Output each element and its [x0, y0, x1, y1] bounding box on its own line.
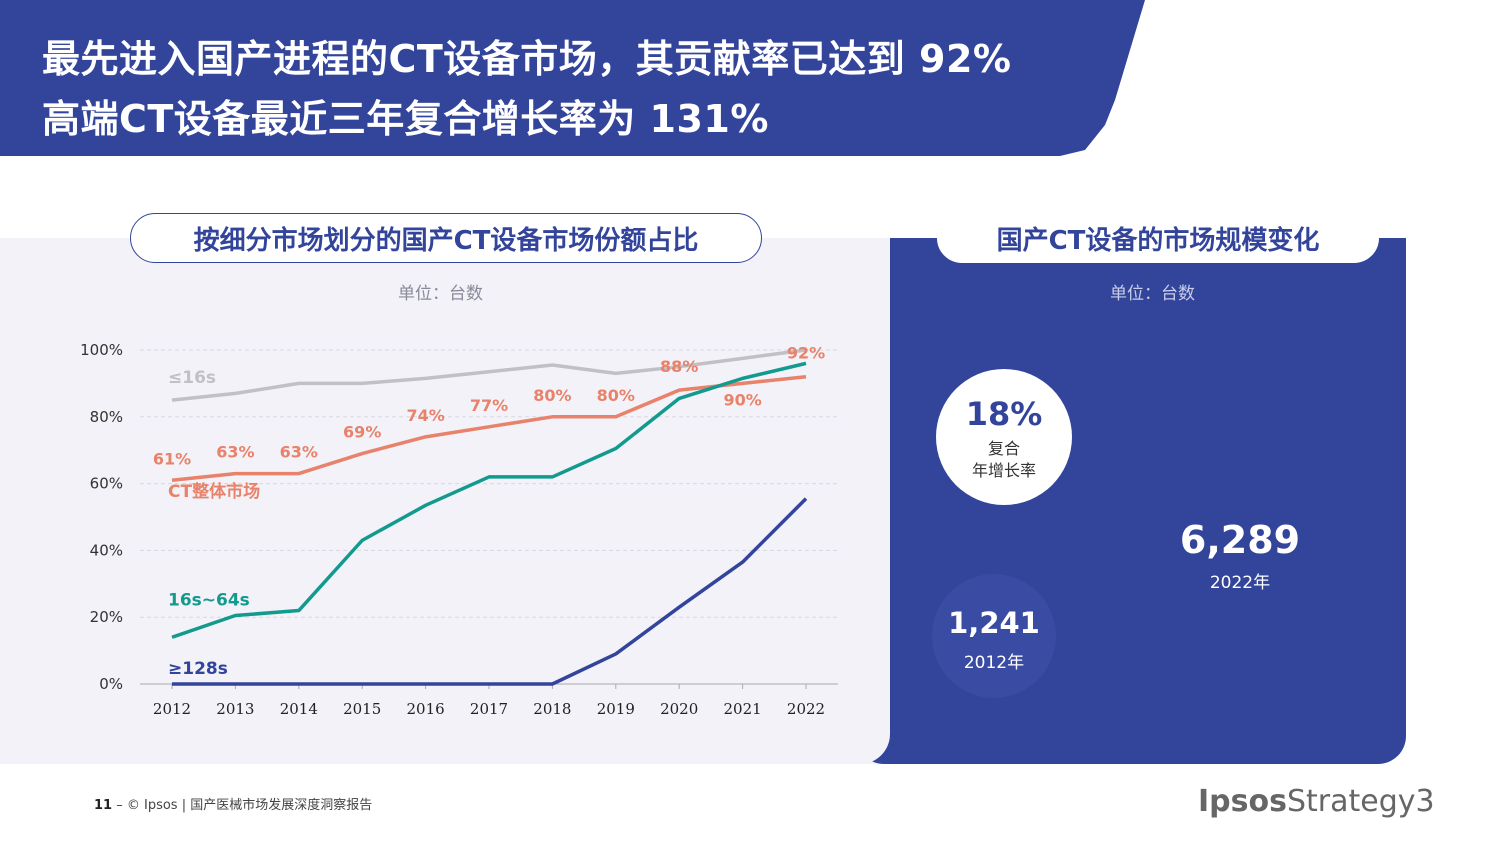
x-tick-label: 2014: [280, 700, 318, 718]
data-label: 88%: [660, 357, 698, 376]
data-label: 69%: [343, 423, 381, 442]
market-size-2012-year: 2012年: [963, 653, 1025, 673]
x-tick-label: 2015: [343, 700, 381, 718]
x-tick-label: 2018: [533, 700, 571, 718]
x-tick-label: 2013: [216, 700, 254, 718]
series-line-0: [171, 348, 807, 402]
data-label: 92%: [787, 344, 825, 363]
cagr-label-line2: 年增长率: [971, 461, 1036, 480]
panel-corner-shape: [856, 238, 890, 764]
data-label: 80%: [533, 386, 571, 405]
footer-text: 11 – © Ipsos | 国产医械市场发展深度洞察报告: [94, 794, 372, 813]
cagr-value: 18%: [965, 395, 1043, 433]
x-tick-label: 2021: [724, 700, 762, 718]
brand-light: Strategy3: [1286, 784, 1435, 819]
y-tick-label: 40%: [90, 541, 123, 559]
right-panel-title: 国产CT设备的市场规模变化: [937, 213, 1379, 263]
brand-bold: Ipsos: [1198, 784, 1287, 819]
left-unit-label: 单位：台数: [398, 284, 483, 304]
left-chart-panel: [0, 238, 890, 764]
market-size-2022-year: 2022年: [1209, 573, 1271, 593]
series-line-2: [171, 361, 807, 639]
right-market-panel: [856, 238, 1406, 764]
y-tick-label: 0%: [99, 675, 123, 693]
x-tick-label: 2017: [470, 700, 508, 718]
series-name-label: ≤16s: [168, 368, 216, 388]
page-number: 11: [94, 798, 113, 813]
y-tick-label: 20%: [90, 608, 123, 626]
header-banner: [0, 0, 1145, 156]
left-panel-title: 按细分市场划分的国产CT设备市场份额占比: [130, 213, 762, 263]
series-line-3: [172, 497, 808, 686]
x-tick-label: 2016: [407, 700, 445, 718]
market-size-2022-value: 6,289: [1179, 518, 1301, 562]
series-name-label: ≥128s: [168, 659, 228, 679]
y-tick-label: 100%: [80, 341, 123, 359]
y-tick-label: 60%: [90, 475, 123, 493]
data-label: 61%: [153, 449, 191, 468]
cagr-circle: 18% 复合 年增长率: [936, 369, 1072, 505]
page-title-line1: 最先进入国产进程的CT设备市场，其贡献率已达到 92%: [42, 37, 1012, 81]
x-tick-label: 2012: [153, 700, 191, 718]
x-tick-label: 2022: [787, 700, 825, 718]
data-label: 63%: [280, 443, 318, 462]
market-share-line-chart: 0% 20% 40% 60% 80% 100% 2012 2013 2014 2015 2016 20…: [80, 341, 838, 718]
market-size-2012-circle: [932, 574, 1056, 698]
data-label: 90%: [723, 390, 761, 409]
x-tick-label: 2019: [597, 700, 635, 718]
cagr-label-line1: 复合: [987, 439, 1020, 458]
data-label: 63%: [216, 443, 254, 462]
page-title-line2: 高端CT设备最近三年复合增长率为 131%: [42, 97, 769, 141]
footer-caption: – © Ipsos | 国产医械市场发展深度洞察报告: [112, 798, 373, 813]
data-label: 77%: [470, 396, 508, 415]
brand-logo: IpsosStrategy3: [1198, 784, 1435, 819]
data-label: 74%: [406, 406, 444, 425]
series-name-label: CT整体市场: [168, 481, 260, 502]
right-unit-label: 单位：台数: [1110, 284, 1195, 304]
series-line-1: [171, 374, 807, 483]
series-name-label: 16s~64s: [168, 591, 250, 611]
x-tick-label: 2020: [660, 700, 698, 718]
data-label: 80%: [597, 386, 635, 405]
market-size-2012-value: 1,241: [948, 606, 1040, 640]
y-tick-label: 80%: [90, 408, 123, 426]
